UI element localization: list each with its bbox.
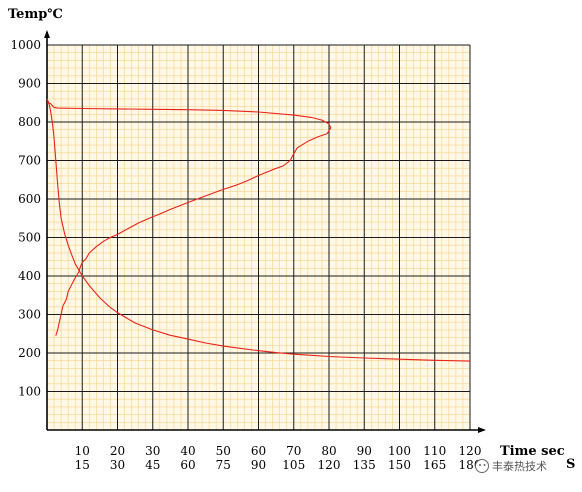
series-line-1 xyxy=(46,102,332,336)
x-tick-label-secondary: 90 xyxy=(251,458,266,472)
x-tick-label: 70 xyxy=(286,444,301,458)
watermark: 丰泰热技术 xyxy=(475,459,547,473)
x-tick-label-secondary: 30 xyxy=(110,458,125,472)
x-tick-label: 40 xyxy=(180,444,195,458)
x-tick-label-secondary: 75 xyxy=(216,458,231,472)
y-tick-label: 300 xyxy=(18,308,41,322)
y-tick-label: 600 xyxy=(18,192,41,206)
x-tick-label-secondary: 165 xyxy=(423,458,446,472)
wechat-icon xyxy=(475,459,489,473)
y-tick-label: 100 xyxy=(18,385,41,399)
y-tick-label: 900 xyxy=(18,77,41,91)
x-tick-label-secondary: 45 xyxy=(145,458,160,472)
x-tick-label-secondary: 105 xyxy=(282,458,305,472)
wechat-icon-eye xyxy=(479,464,481,466)
x-tick-label: 30 xyxy=(145,444,160,458)
x-tick-label-secondary: 60 xyxy=(180,458,195,472)
y-axis-arrow xyxy=(44,30,50,38)
series-layer xyxy=(46,98,471,362)
x-tick-label: 50 xyxy=(216,444,231,458)
x-tick-label: 60 xyxy=(251,444,266,458)
x-tick-label: 90 xyxy=(357,444,372,458)
x-axis-arrow xyxy=(478,427,486,433)
watermark-text: 丰泰热技术 xyxy=(492,459,547,473)
x-tick-label-secondary: 120 xyxy=(318,458,341,472)
x-tick-label: 10 xyxy=(75,444,90,458)
x-tick-label: 110 xyxy=(423,444,446,458)
y-tick-labels: 100 200 300 400 500 600 700 800 900 1000 xyxy=(10,38,41,399)
y-tick-label: 500 xyxy=(18,231,41,245)
x-tick-label-secondary: 150 xyxy=(388,458,411,472)
y-tick-label: 200 xyxy=(18,346,41,360)
x-tick-labels: 1015203030454060507560907010580120901351… xyxy=(75,444,482,472)
x-tick-label: 20 xyxy=(110,444,125,458)
x-tick-label: 80 xyxy=(321,444,336,458)
x-tick-label: 100 xyxy=(388,444,411,458)
y-tick-label: 700 xyxy=(18,154,41,168)
x-axis-secondary-unit: S xyxy=(566,457,575,472)
x-tick-label: 120 xyxy=(459,444,482,458)
series-line-2 xyxy=(46,98,471,362)
wechat-icon-eye xyxy=(483,464,486,466)
y-tick-label: 400 xyxy=(18,269,41,283)
y-tick-label: 800 xyxy=(18,115,41,129)
x-tick-label-secondary: 15 xyxy=(75,458,90,472)
y-axis-title: Temp℃ xyxy=(8,7,63,22)
x-axis-title: Time sec xyxy=(500,444,565,459)
major-grid xyxy=(47,44,471,430)
axes xyxy=(44,30,486,433)
x-tick-label-secondary: 135 xyxy=(353,458,376,472)
y-tick-label: 1000 xyxy=(10,38,41,52)
